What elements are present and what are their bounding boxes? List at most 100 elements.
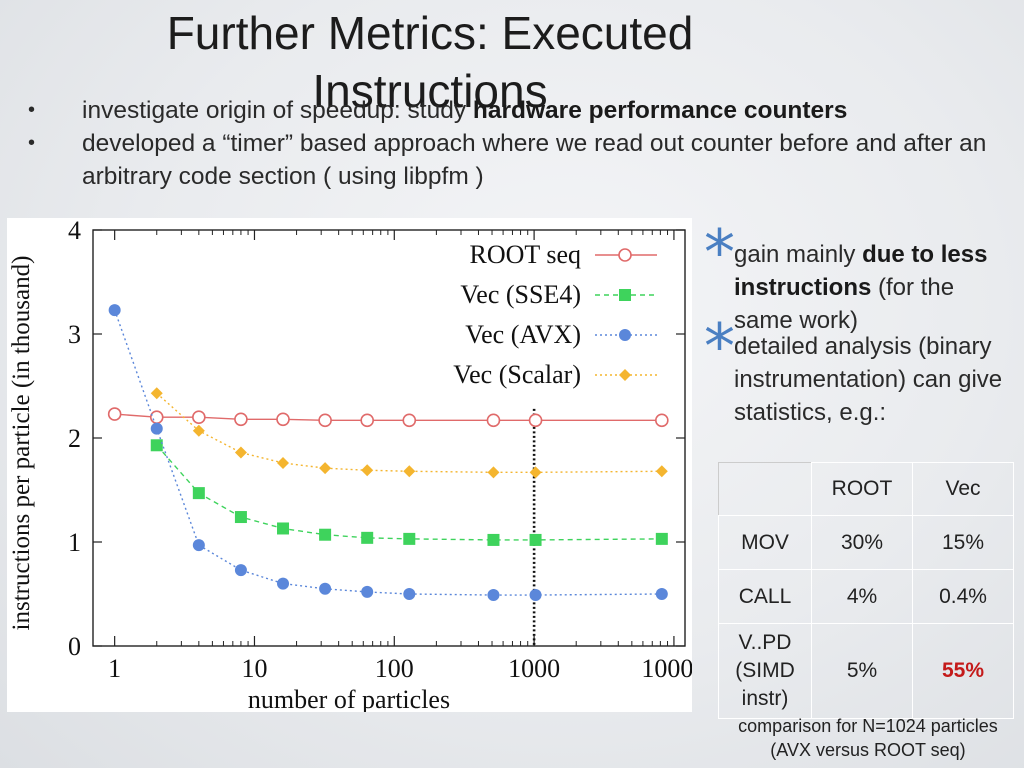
plot-frame <box>92 229 686 647</box>
aside-note-text: gain mainly <box>734 241 863 268</box>
data-point <box>529 533 542 546</box>
table-cell: 15% <box>912 515 1014 570</box>
bullet-text: developed a “timer” based approach where… <box>82 130 987 190</box>
table-cell: 5% <box>811 623 913 719</box>
data-point <box>234 412 248 427</box>
table-cell: V..PD (SIMD instr) <box>718 623 812 719</box>
data-point <box>360 413 374 428</box>
table-row: CALL 4% 0.4% <box>718 569 1014 624</box>
table-cell: 4% <box>811 569 913 624</box>
data-point <box>149 410 164 424</box>
data-point <box>486 413 501 428</box>
y-tick-label: 4 <box>68 218 81 245</box>
table-cell: 30% <box>811 515 913 570</box>
bullet-dot-icon: • <box>28 132 36 154</box>
data-point <box>192 487 205 500</box>
asterisk-icon: * <box>704 310 735 383</box>
bullet-list: • investigate origin of speedup: study h… <box>28 94 998 193</box>
data-point <box>192 539 205 552</box>
table-cell: MOV <box>718 515 812 570</box>
y-tick-label: 1 <box>68 528 81 557</box>
data-point <box>107 407 122 421</box>
data-point <box>655 465 668 478</box>
asterisk-icon: * <box>704 216 735 289</box>
series-line <box>156 392 662 474</box>
data-point <box>234 564 247 577</box>
legend-label: Vec (SSE4) <box>460 280 581 309</box>
series-line <box>156 444 662 541</box>
y-tick-label: 2 <box>68 424 81 453</box>
aside-note: detailed analysis (binary instrumentatio… <box>734 330 1004 429</box>
data-point <box>277 522 290 535</box>
data-point <box>402 413 417 428</box>
table-header: ROOT <box>811 462 913 516</box>
data-point <box>276 412 290 427</box>
line-chart: 01234110100100010000number of particlesi… <box>8 218 692 712</box>
data-point <box>487 533 500 546</box>
data-point <box>529 466 542 479</box>
data-point <box>192 424 205 437</box>
data-point <box>319 582 332 595</box>
data-point <box>277 577 290 590</box>
y-tick-label: 3 <box>68 320 81 349</box>
data-point <box>655 413 669 428</box>
series-line <box>113 309 662 596</box>
table-corner-cell <box>718 462 812 516</box>
data-point <box>108 304 121 317</box>
data-point <box>361 585 374 598</box>
data-point <box>361 531 374 544</box>
data-point <box>150 422 163 435</box>
slide-title: Further Metrics: Executed Instructions <box>166 7 694 117</box>
table-caption: comparison for N=1024 particles (AVX ver… <box>712 714 1024 762</box>
chart-panel: 01234110100100010000number of particlesi… <box>7 218 692 712</box>
data-point <box>192 410 206 424</box>
data-point <box>403 588 416 600</box>
legend-label: ROOT seq <box>470 240 581 269</box>
table-cell: 0.4% <box>912 569 1014 624</box>
table-header: Vec <box>912 462 1014 516</box>
aside-note: gain mainly due to less instructions (fo… <box>734 238 1004 337</box>
data-point <box>487 466 500 479</box>
data-point <box>319 462 332 475</box>
y-tick-label: 0 <box>68 632 81 661</box>
data-point <box>319 528 332 541</box>
caption-line: comparison for N=1024 particles <box>738 716 998 736</box>
x-tick-label: 1 <box>108 654 121 683</box>
data-point <box>655 588 668 600</box>
bullet-text-bold: hardware performance counters <box>472 97 848 124</box>
y-axis-label: instructions per particle (in thousand) <box>8 256 35 631</box>
instruction-stats-table: ROOT Vec MOV 30% 15% CALL 4% 0.4% V..PD … <box>718 462 1014 719</box>
data-point <box>318 413 332 428</box>
table-header-row: ROOT Vec <box>718 462 1014 516</box>
data-point <box>361 464 374 477</box>
x-tick-label: 1000 <box>508 654 560 683</box>
x-tick-label: 10 <box>241 654 267 683</box>
bullet-item: • investigate origin of speedup: study h… <box>28 94 998 127</box>
data-point <box>619 369 631 381</box>
bullet-item: • developed a “timer” based approach whe… <box>28 127 998 193</box>
bullet-dot-icon: • <box>28 99 36 121</box>
data-point <box>150 387 163 400</box>
table-row: V..PD (SIMD instr) 5% 55% <box>718 623 1014 719</box>
data-point <box>487 589 500 602</box>
legend-label: Vec (Scalar) <box>453 360 581 389</box>
table-row: MOV 30% 15% <box>718 515 1014 570</box>
x-tick-label: 10000 <box>641 654 692 683</box>
bullet-text: investigate origin of speedup: study <box>82 97 473 124</box>
aside-note-text: detailed analysis (binary instrumentatio… <box>734 333 1003 426</box>
data-point <box>619 289 631 301</box>
aside-note-bold: due to less instructions <box>734 241 988 301</box>
data-point <box>150 439 163 452</box>
data-point <box>403 532 416 545</box>
data-point <box>655 532 668 545</box>
data-point <box>403 465 416 478</box>
caption-line: (AVX versus ROOT seq) <box>770 740 966 760</box>
x-axis-label: number of particles <box>248 685 450 712</box>
data-point <box>618 248 632 262</box>
data-point <box>619 329 631 341</box>
data-point <box>277 456 290 469</box>
data-point <box>528 413 543 428</box>
table-cell: CALL <box>718 569 812 624</box>
legend-label: Vec (AVX) <box>465 320 581 349</box>
data-point <box>529 589 542 602</box>
